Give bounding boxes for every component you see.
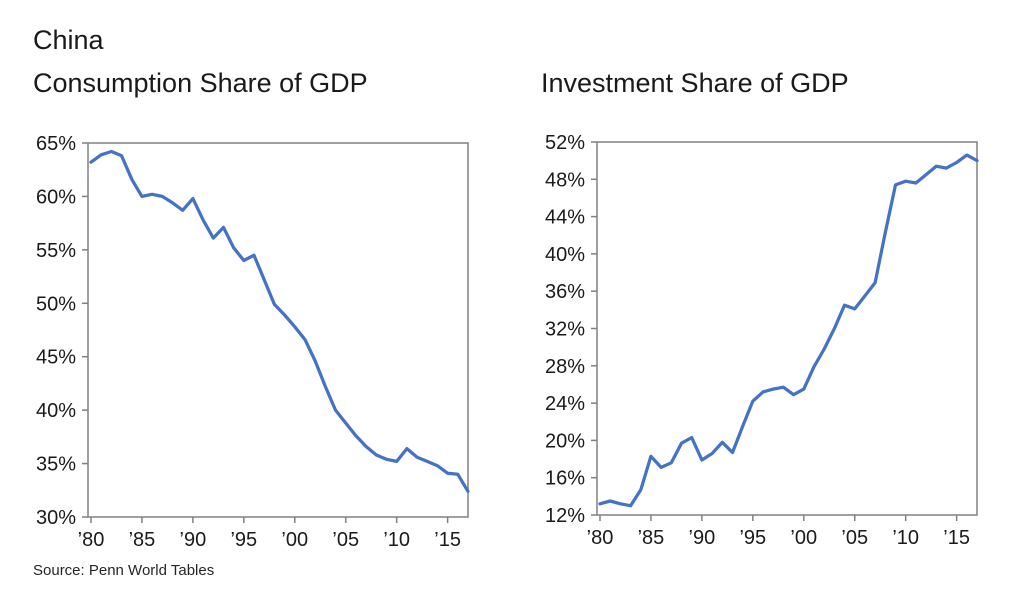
consumption-x-tick-label: ’05 — [332, 529, 359, 551]
investment-x-axis: ’80 ’85 ’90 ’95 ’00 ’05 ’10 ’15 — [587, 515, 970, 549]
consumption-y-axis: 65% 60% 55% 50% 45% 40% 35% 30% — [36, 133, 88, 529]
investment-y-tick-label: 20% — [545, 430, 585, 452]
consumption-y-tick-label: 45% — [36, 347, 76, 369]
investment-y-tick-label: 28% — [545, 356, 585, 378]
consumption-y-tick-label: 50% — [36, 293, 76, 315]
source-note: Source: Penn World Tables — [33, 562, 215, 579]
consumption-y-tick-label: 55% — [36, 240, 76, 262]
consumption-y-tick-label: 30% — [36, 507, 76, 529]
investment-y-tick-label: 48% — [545, 169, 585, 191]
investment-x-tick-label: ’05 — [841, 527, 868, 549]
investment-y-tick-label: 24% — [545, 393, 585, 415]
consumption-x-tick-label: ’10 — [383, 529, 410, 551]
consumption-x-tick-label: ’95 — [230, 529, 257, 551]
consumption-series-line — [89, 149, 470, 494]
investment-y-tick-label: 32% — [545, 319, 585, 341]
investment-series-line — [598, 153, 979, 508]
investment-y-tick-label: 36% — [545, 281, 585, 303]
investment-chart: 52%48%44%40%36%32%28%24%20%16%12%’80’85’… — [545, 132, 979, 549]
investment-x-tick-label: ’80 — [587, 527, 614, 549]
investment-x-tick-label: ’95 — [739, 527, 766, 549]
consumption-plot-frame — [87, 142, 469, 518]
investment-y-axis: 52% 48% 44% 40% 36% 32% 28% 24% 20% 16% 12% — [545, 132, 597, 527]
investment-y-tick-label: 12% — [545, 505, 585, 527]
consumption-y-tick-label: 60% — [36, 186, 76, 208]
consumption-y-tick-label: 40% — [36, 400, 76, 422]
investment-x-tick-label: ’85 — [638, 527, 665, 549]
investment-y-tick-label: 40% — [545, 244, 585, 266]
investment-y-tick-label: 16% — [545, 468, 585, 490]
consumption-x-tick-label: ’80 — [78, 529, 105, 551]
investment-x-tick-label: ’00 — [790, 527, 817, 549]
consumption-x-tick-label: ’90 — [180, 529, 207, 551]
consumption-chart: 65%60%55%50%45%40%35%30%’80’85’90’95’00’… — [36, 133, 470, 551]
consumption-x-tick-label: ’85 — [129, 529, 156, 551]
investment-x-tick-label: ’90 — [689, 527, 716, 549]
consumption-x-tick-label: ’15 — [434, 529, 461, 551]
consumption-chart-title: Consumption Share of GDP — [33, 68, 368, 98]
page-title: China — [33, 25, 104, 55]
consumption-x-axis: ’80 ’85 ’90 ’95 ’00 ’05 ’10 ’15 — [78, 517, 461, 551]
consumption-y-tick-label: 65% — [36, 133, 76, 155]
investment-chart-title: Investment Share of GDP — [541, 68, 849, 98]
investment-x-tick-label: ’10 — [892, 527, 919, 549]
investment-y-tick-label: 44% — [545, 207, 585, 229]
consumption-y-tick-label: 35% — [36, 454, 76, 476]
investment-x-tick-label: ’15 — [943, 527, 970, 549]
investment-y-tick-label: 52% — [545, 132, 585, 154]
consumption-x-tick-label: ’00 — [281, 529, 308, 551]
